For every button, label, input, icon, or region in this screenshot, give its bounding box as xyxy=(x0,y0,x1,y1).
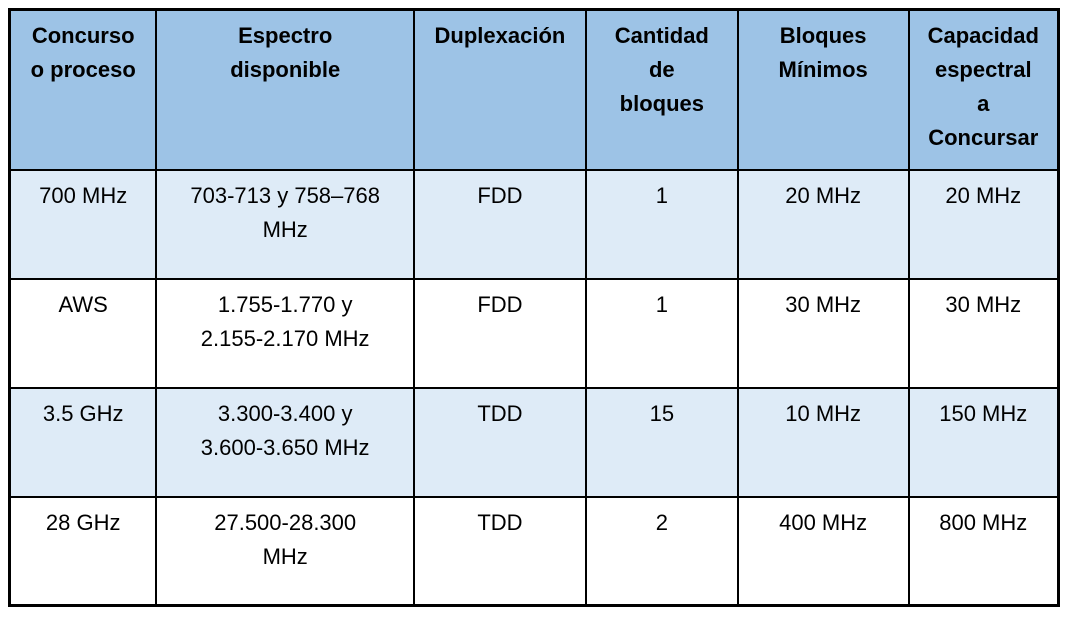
header-cell-concurso: Concurso o proceso xyxy=(8,8,158,171)
cell-duplexacion: TDD xyxy=(412,386,587,498)
header-row: Concurso o proceso Espectro disponible D… xyxy=(8,8,1060,171)
header-cell-bloques-minimos: Bloques Mínimos xyxy=(736,8,910,171)
cell-bloques-minimos: 400 MHz xyxy=(736,495,910,607)
cell-capacidad-espectral: 30 MHz xyxy=(907,277,1060,389)
cell-capacidad-espectral: 150 MHz xyxy=(907,386,1060,498)
cell-concurso: 28 GHz xyxy=(8,495,158,607)
cell-bloques-minimos: 20 MHz xyxy=(736,168,910,280)
cell-concurso: 3.5 GHz xyxy=(8,386,158,498)
cell-espectro: 3.300-3.400 y 3.600-3.650 MHz xyxy=(155,386,415,498)
table-body: 700 MHz 703-713 y 758–768 MHz FDD 1 20 M… xyxy=(8,168,1060,607)
cell-concurso: 700 MHz xyxy=(8,168,158,280)
header-cell-capacidad-espectral: Capacidad espectral a Concursar xyxy=(907,8,1060,171)
table-row-700mhz: 700 MHz 703-713 y 758–768 MHz FDD 1 20 M… xyxy=(8,168,1060,280)
cell-cantidad-bloques: 15 xyxy=(584,386,739,498)
cell-espectro: 703-713 y 758–768 MHz xyxy=(155,168,415,280)
cell-espectro: 27.500-28.300 MHz xyxy=(155,495,415,607)
table-row-28ghz: 28 GHz 27.500-28.300 MHz TDD 2 400 MHz 8… xyxy=(8,495,1060,607)
spectrum-table: Concurso o proceso Espectro disponible D… xyxy=(8,8,1060,607)
cell-bloques-minimos: 10 MHz xyxy=(736,386,910,498)
cell-duplexacion: TDD xyxy=(412,495,587,607)
header-cell-cantidad-bloques: Cantidad de bloques xyxy=(584,8,739,171)
cell-bloques-minimos: 30 MHz xyxy=(736,277,910,389)
table-row-3-5ghz: 3.5 GHz 3.300-3.400 y 3.600-3.650 MHz TD… xyxy=(8,386,1060,498)
cell-duplexacion: FDD xyxy=(412,168,587,280)
cell-cantidad-bloques: 1 xyxy=(584,277,739,389)
cell-duplexacion: FDD xyxy=(412,277,587,389)
cell-concurso: AWS xyxy=(8,277,158,389)
cell-capacidad-espectral: 800 MHz xyxy=(907,495,1060,607)
cell-capacidad-espectral: 20 MHz xyxy=(907,168,1060,280)
cell-cantidad-bloques: 2 xyxy=(584,495,739,607)
cell-espectro: 1.755-1.770 y 2.155-2.170 MHz xyxy=(155,277,415,389)
header-cell-duplexacion: Duplexación xyxy=(412,8,587,171)
table-row-aws: AWS 1.755-1.770 y 2.155-2.170 MHz FDD 1 … xyxy=(8,277,1060,389)
header-cell-espectro: Espectro disponible xyxy=(155,8,415,171)
table-header: Concurso o proceso Espectro disponible D… xyxy=(8,8,1060,171)
cell-cantidad-bloques: 1 xyxy=(584,168,739,280)
